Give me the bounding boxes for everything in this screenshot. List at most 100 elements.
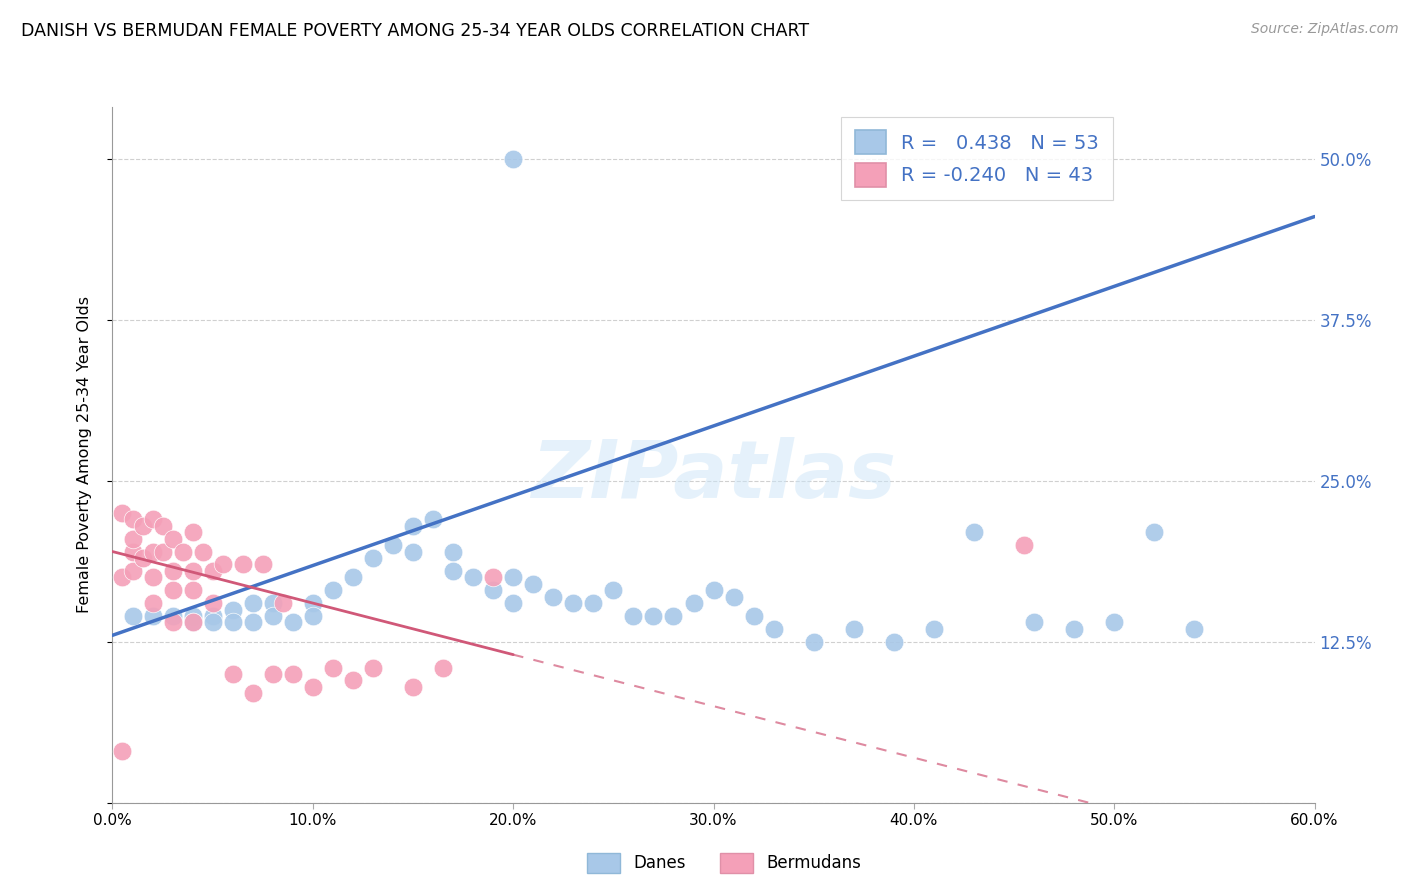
Point	[141, 596, 163, 610]
Point	[723, 590, 745, 604]
Point	[232, 558, 254, 572]
Point	[281, 615, 304, 630]
Point	[201, 564, 224, 578]
Point	[172, 544, 194, 558]
Point	[131, 551, 153, 566]
Legend: Danes, Bermudans: Danes, Bermudans	[581, 847, 868, 880]
Point	[342, 673, 364, 688]
Point	[181, 583, 204, 598]
Point	[271, 596, 294, 610]
Text: DANISH VS BERMUDAN FEMALE POVERTY AMONG 25-34 YEAR OLDS CORRELATION CHART: DANISH VS BERMUDAN FEMALE POVERTY AMONG …	[21, 22, 810, 40]
Point	[342, 570, 364, 584]
Point	[461, 570, 484, 584]
Point	[602, 583, 624, 598]
Point	[1184, 622, 1206, 636]
Point	[682, 596, 704, 610]
Point	[181, 615, 204, 630]
Point	[262, 596, 284, 610]
Point	[191, 544, 214, 558]
Point	[322, 660, 344, 674]
Point	[643, 609, 665, 624]
Point	[201, 615, 224, 630]
Point	[922, 622, 945, 636]
Point	[111, 506, 134, 520]
Point	[322, 583, 344, 598]
Point	[141, 544, 163, 558]
Point	[621, 609, 644, 624]
Point	[302, 596, 325, 610]
Point	[111, 570, 134, 584]
Point	[482, 583, 505, 598]
Point	[121, 532, 143, 546]
Point	[201, 596, 224, 610]
Point	[222, 602, 245, 616]
Point	[162, 615, 184, 630]
Point	[152, 518, 174, 533]
Point	[121, 544, 143, 558]
Point	[281, 667, 304, 681]
Point	[152, 544, 174, 558]
Point	[302, 609, 325, 624]
Point	[1024, 615, 1046, 630]
Point	[1063, 622, 1085, 636]
Point	[222, 667, 245, 681]
Point	[842, 622, 865, 636]
Point	[1012, 538, 1035, 552]
Point	[302, 680, 325, 694]
Point	[402, 680, 425, 694]
Y-axis label: Female Poverty Among 25-34 Year Olds: Female Poverty Among 25-34 Year Olds	[77, 296, 91, 614]
Point	[702, 583, 725, 598]
Point	[121, 512, 143, 526]
Point	[432, 660, 454, 674]
Point	[262, 609, 284, 624]
Point	[181, 615, 204, 630]
Point	[111, 744, 134, 758]
Point	[502, 152, 524, 166]
Point	[963, 525, 986, 540]
Point	[1143, 525, 1166, 540]
Point	[361, 660, 384, 674]
Point	[141, 512, 163, 526]
Point	[482, 570, 505, 584]
Point	[141, 570, 163, 584]
Point	[131, 518, 153, 533]
Point	[422, 512, 444, 526]
Legend: R =   0.438   N = 53, R = -0.240   N = 43: R = 0.438 N = 53, R = -0.240 N = 43	[841, 117, 1112, 200]
Point	[402, 518, 425, 533]
Point	[211, 558, 233, 572]
Point	[162, 583, 184, 598]
Point	[242, 596, 264, 610]
Point	[762, 622, 785, 636]
Text: ZIPatlas: ZIPatlas	[531, 437, 896, 515]
Point	[121, 564, 143, 578]
Point	[883, 634, 905, 648]
Point	[181, 609, 204, 624]
Point	[402, 544, 425, 558]
Point	[662, 609, 685, 624]
Point	[181, 564, 204, 578]
Point	[201, 609, 224, 624]
Point	[441, 564, 464, 578]
Point	[222, 615, 245, 630]
Point	[522, 576, 544, 591]
Point	[262, 667, 284, 681]
Point	[121, 609, 143, 624]
Point	[181, 525, 204, 540]
Point	[582, 596, 605, 610]
Point	[252, 558, 274, 572]
Point	[742, 609, 765, 624]
Point	[162, 609, 184, 624]
Point	[162, 532, 184, 546]
Point	[141, 609, 163, 624]
Point	[562, 596, 585, 610]
Point	[543, 590, 565, 604]
Point	[361, 551, 384, 566]
Text: Source: ZipAtlas.com: Source: ZipAtlas.com	[1251, 22, 1399, 37]
Point	[382, 538, 405, 552]
Point	[441, 544, 464, 558]
Point	[502, 596, 524, 610]
Point	[502, 570, 524, 584]
Point	[1102, 615, 1125, 630]
Point	[803, 634, 825, 648]
Point	[242, 686, 264, 700]
